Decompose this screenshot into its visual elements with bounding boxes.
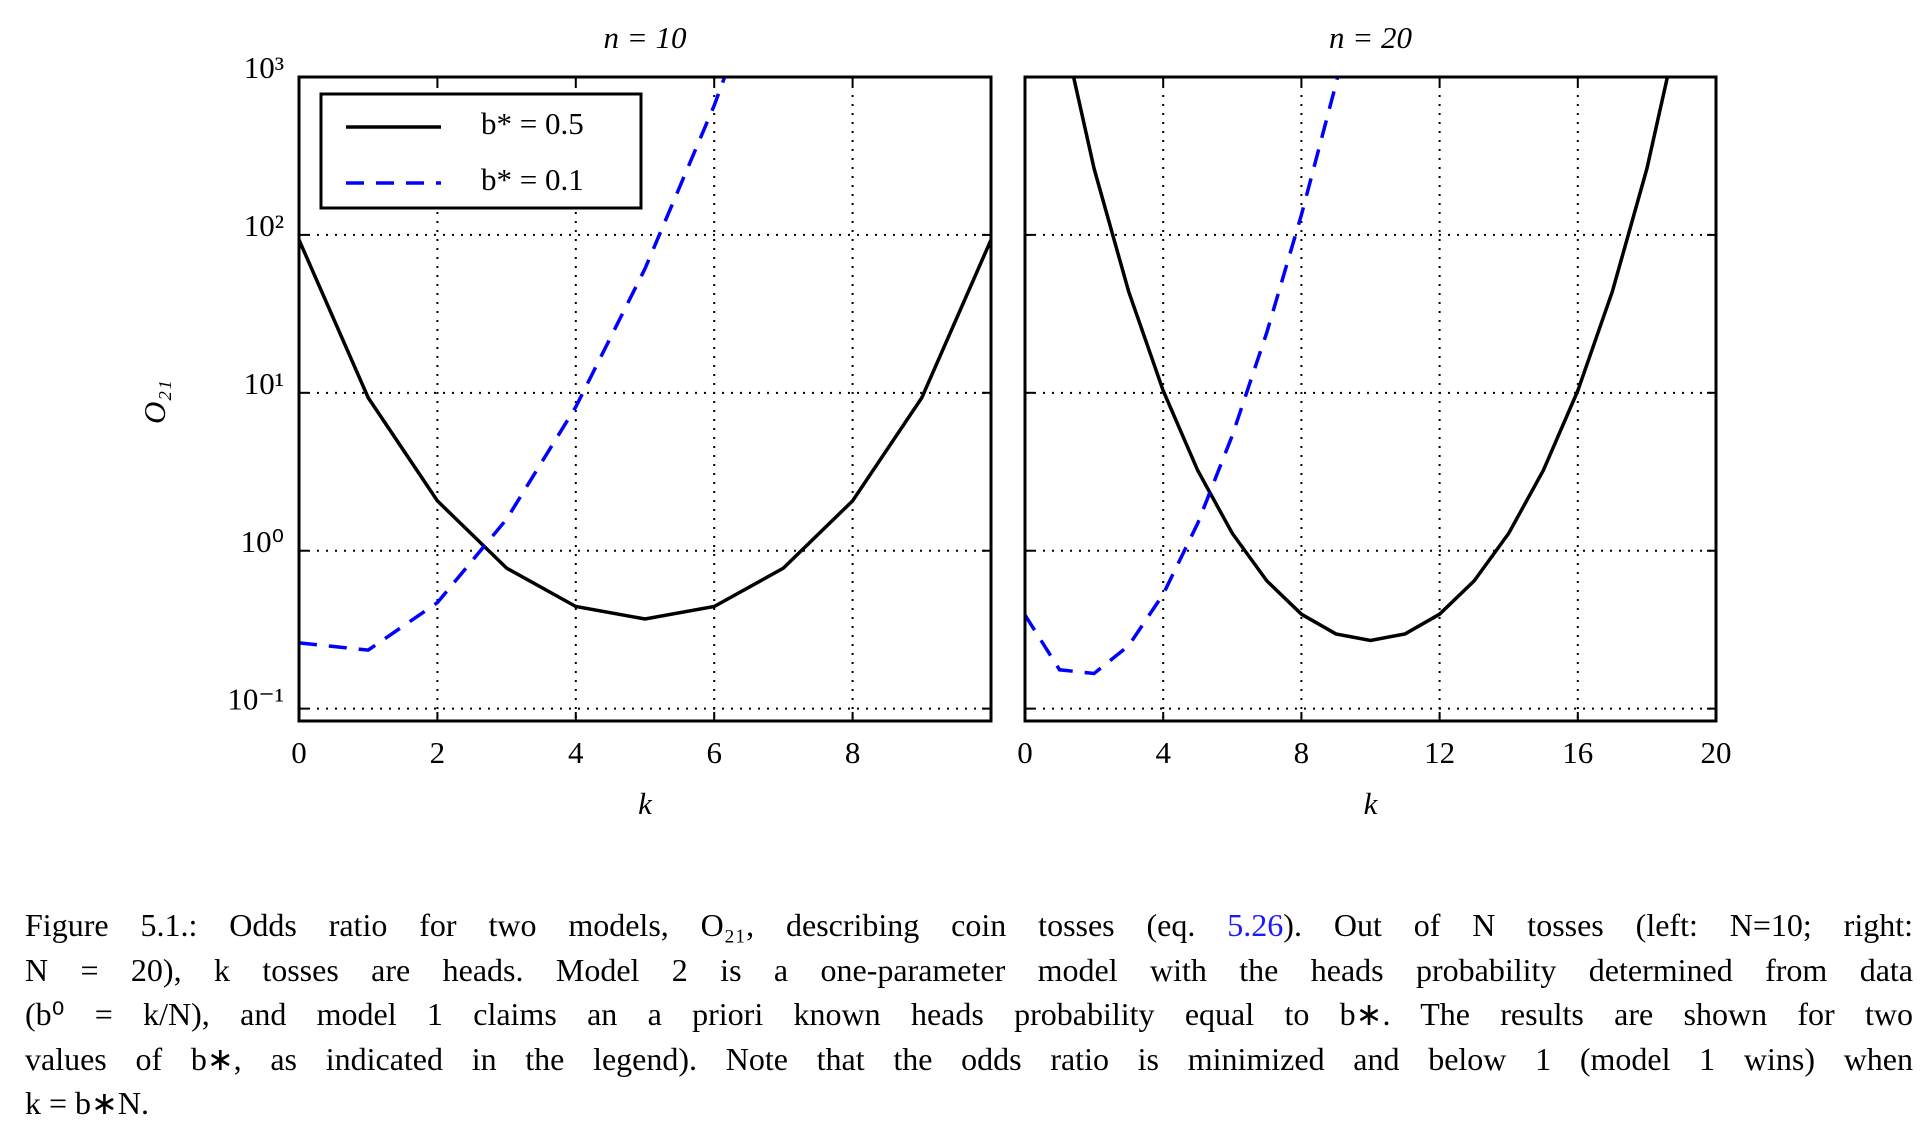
x-tick-label: 4	[568, 735, 584, 770]
y-tick-label: 10³	[244, 50, 284, 85]
caption-line: N = 20), k tosses are heads. Model 2 is …	[25, 948, 1913, 993]
caption-text: ). Out of N tosses (left: N=10; right:	[1283, 907, 1914, 943]
plot-area	[1025, 77, 1670, 676]
x-tick-label: 12	[1424, 735, 1455, 770]
x-tick-label: 8	[1294, 735, 1310, 770]
caption-text: values of b∗, as indicated in the legend…	[25, 1040, 1913, 1077]
caption-line: Figure 5.1.: Odds ratio for two models, …	[25, 903, 1913, 948]
plot-area	[299, 77, 991, 652]
x-axis-label: k	[638, 786, 653, 821]
caption-line: (b⁰ = k/N), and model 1 claims an a prio…	[25, 992, 1913, 1037]
series-line	[299, 239, 991, 621]
equation-link[interactable]: 5.26	[1227, 907, 1284, 943]
x-tick-label: 2	[430, 735, 446, 770]
chart-title: n = 20	[1329, 20, 1412, 55]
caption-text: N = 20), k tosses are heads. Model 2 is …	[25, 951, 1913, 988]
axes-frame	[297, 75, 993, 723]
y-tick-label: 10²	[244, 208, 284, 243]
y-tick-label: 10¹	[244, 366, 284, 401]
y-tick-label: 10⁻¹	[227, 682, 284, 717]
legend-label: b* = 0.5	[481, 106, 584, 141]
x-tick-label: 0	[1017, 735, 1033, 770]
chart-title: n = 10	[604, 20, 687, 55]
series-line	[1071, 77, 1670, 643]
caption-text: Figure 5.1.: Odds ratio for two models, …	[25, 907, 1228, 943]
series-line	[1025, 77, 1340, 676]
caption-line: values of b∗, as indicated in the legend…	[25, 1037, 1913, 1082]
series-line	[299, 77, 727, 652]
y-tick-label: 10⁰	[241, 524, 284, 559]
caption-text: k = b∗N.	[25, 1085, 149, 1121]
x-tick-label: 0	[291, 735, 307, 770]
figure: n = 10 k O₂₁ 0 2 4 6 8 10⁻¹ 10⁰ 10¹ 10² 10³ b* = 0.5 b…	[137, 20, 1732, 821]
x-tick-label: 20	[1701, 735, 1732, 770]
x-axis-label: k	[1364, 786, 1379, 821]
caption-text: (b⁰ = k/N), and model 1 claims an a prio…	[25, 996, 1913, 1032]
axes-frame	[1023, 75, 1718, 723]
y-axis-label: O₂₁	[137, 380, 172, 424]
x-tick-label: 4	[1155, 735, 1171, 770]
legend-label: b* = 0.1	[481, 162, 584, 197]
x-tick-label: 8	[845, 735, 861, 770]
caption-line: k = b∗N.	[25, 1081, 1913, 1126]
caption: Figure 5.1.: Odds ratio for two models, …	[25, 903, 1913, 1126]
legend-box	[319, 92, 643, 210]
x-tick-label: 16	[1562, 735, 1593, 770]
x-tick-label: 6	[706, 735, 722, 770]
